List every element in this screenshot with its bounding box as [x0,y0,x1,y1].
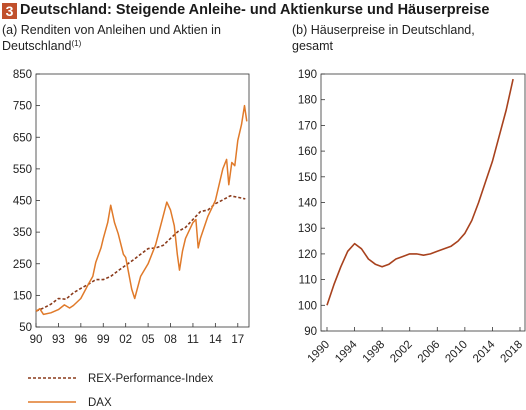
left-chart-subtitle-line1: (a) Renditen von Anleihen und Aktien in [2,23,221,37]
right-x-tick-label: 2014 [471,338,498,365]
right-chart-subtitle: (b) Häuserpreise in Deutschland, gesamt [292,22,475,54]
right-y-tick-label: 160 [298,146,317,158]
left-y-tick-label: 750 [13,101,32,113]
right-x-tick-label: 1990 [306,339,333,366]
rex-performance-index-line [35,195,246,312]
left-y-tick-label: 650 [13,132,32,144]
left-y-tick-label: 550 [13,164,32,176]
right-y-tick-label: 100 [298,300,317,312]
right-y-tick-label: 110 [299,275,317,287]
dax-line [35,104,248,316]
right-x-tick-label: 1994 [333,338,360,365]
left-x-tick-label: 08 [164,334,177,346]
left-y-tick-label: 450 [13,196,32,208]
footnote-marker: (1) [71,39,82,48]
figure-header: 3 Deutschland: Steigende Anleihe- und Ak… [2,2,489,19]
right-plot-frame [320,73,526,332]
left-y-tick-label: 350 [13,227,32,239]
left-y-tick-label: 150 [13,290,32,302]
left-x-tick-label: 93 [52,334,65,346]
house-price-line [326,78,514,306]
left-x-tick-label: 17 [231,334,244,346]
left-x-tick-label: 99 [97,334,110,346]
right-y-tick-label: 150 [298,172,317,184]
left-x-tick-label: 96 [74,334,87,346]
right-x-tick-label: 2010 [443,339,470,366]
right-chart-subtitle-line1: (b) Häuserpreise in Deutschland, [292,23,475,37]
left-y-tick-label: 850 [13,69,32,81]
left-x-tick-label: 05 [142,334,155,346]
right-y-tick-label: 180 [298,95,317,107]
left-x-tick-label: 14 [209,334,222,346]
right-y-tick-label: 130 [298,223,317,235]
left-x-tick-label: 02 [119,334,132,346]
left-chart-subtitle-line2: Deutschland [2,39,72,53]
figure-number-badge: 3 [2,2,17,19]
right-chart-subtitle-line2: gesamt [292,39,333,53]
right-y-tick-label: 90 [304,326,317,338]
figure-title: Deutschland: Steigende Anleihe- und Akti… [20,2,490,18]
left-y-tick-label: 50 [19,322,32,334]
right-x-tick-label: 2006 [416,339,443,366]
legend-dax-label: DAX [88,397,112,409]
left-x-tick-label: 11 [187,334,199,346]
right-y-tick-label: 170 [298,120,317,132]
right-x-tick-label: 2002 [388,339,415,366]
right-x-tick-label: 2018 [499,339,526,366]
left-y-tick-label: 250 [13,259,32,271]
left-chart-subtitle: (a) Renditen von Anleihen und Aktien in … [2,22,221,54]
right-y-tick-label: 120 [298,249,317,261]
left-plot-frame [35,73,250,328]
right-y-tick-label: 140 [298,198,317,210]
right-x-tick-label: 1998 [361,339,388,366]
legend-rex-label: REX-Performance-Index [88,373,214,385]
right-y-tick-label: 190 [298,69,317,81]
left-x-tick-label: 90 [30,334,43,346]
